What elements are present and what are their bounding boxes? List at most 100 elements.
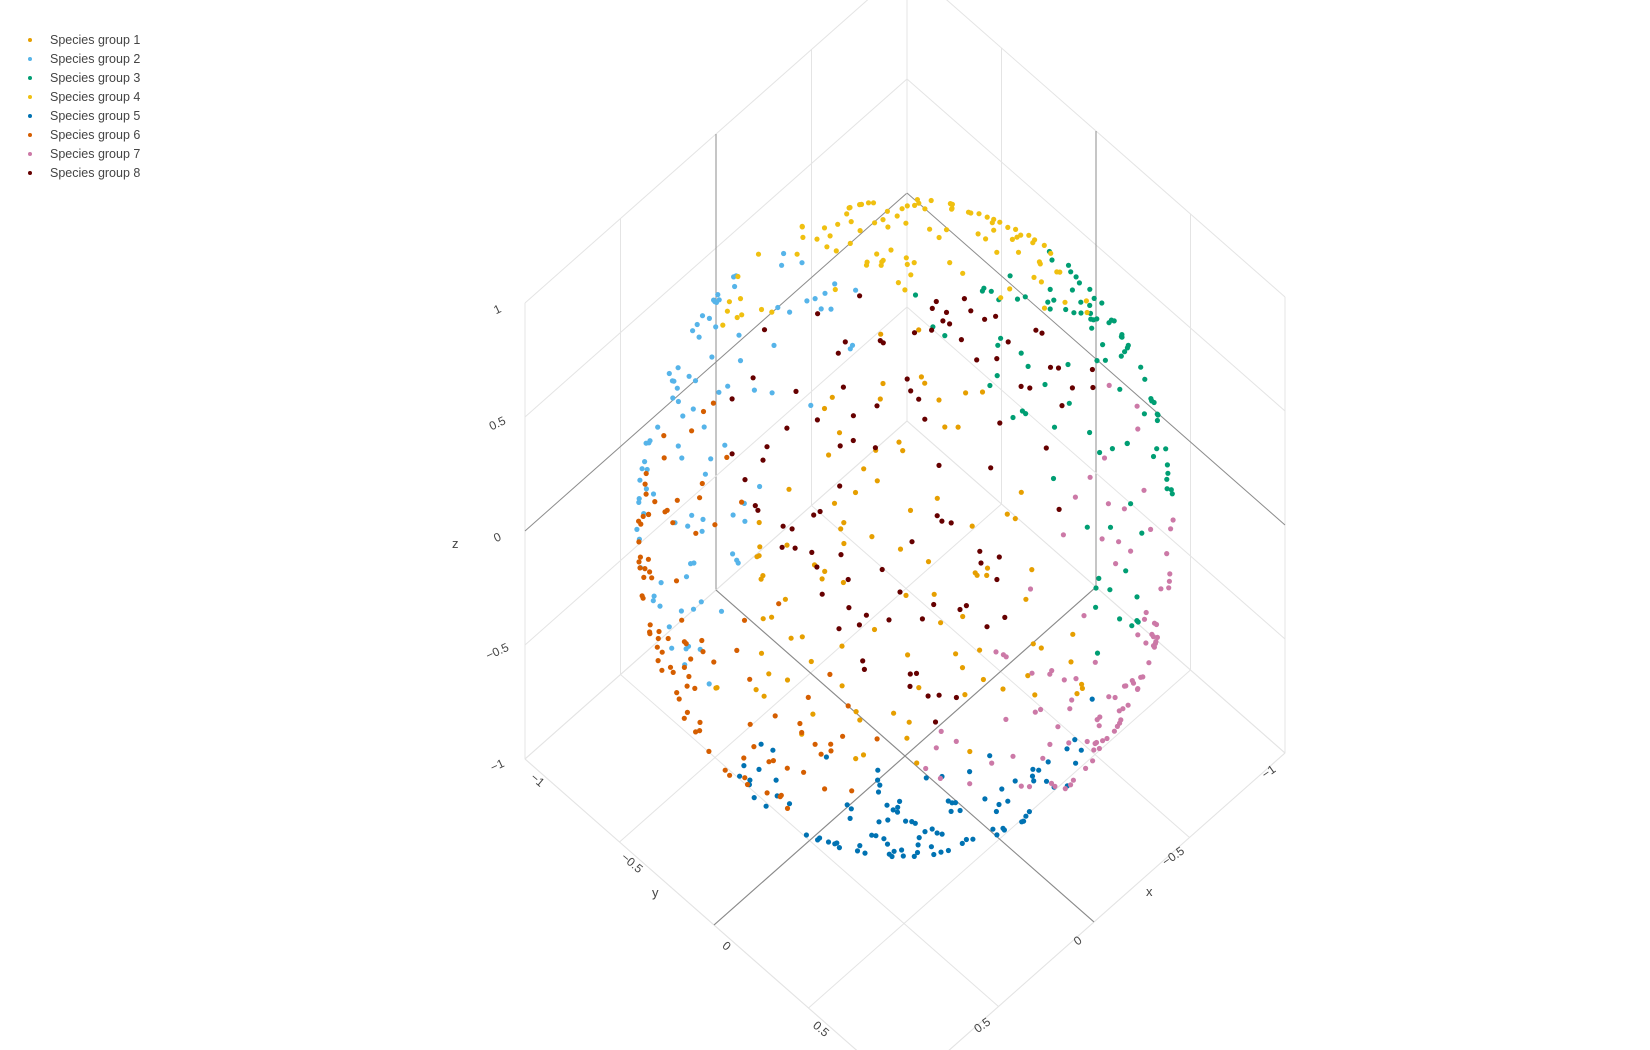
- data-point-group-6: [706, 748, 712, 755]
- data-point-group-5: [891, 848, 897, 854]
- data-point-group-8: [1043, 445, 1049, 451]
- data-point-group-1: [1023, 596, 1029, 602]
- y-tick-label: −0.5: [1159, 844, 1187, 869]
- legend-label: Species group 2: [50, 51, 141, 66]
- legend-item-1[interactable]: Species group 1: [24, 30, 140, 49]
- data-point-group-2: [639, 466, 645, 472]
- data-point-group-1: [713, 685, 719, 691]
- data-point-group-4: [872, 220, 878, 226]
- data-point-group-2: [716, 297, 722, 303]
- data-point-group-1: [1012, 516, 1018, 522]
- data-point-group-2: [751, 387, 758, 393]
- data-point-group-8: [897, 589, 903, 595]
- ticks-layer: −1 −0.5 0 0.5 −1 −0.5 0 0.5 −1 −0.5 0 0.5 1: [484, 301, 1279, 1039]
- data-point-group-7: [1083, 765, 1089, 772]
- data-point-group-1: [769, 614, 775, 620]
- legend-item-4[interactable]: Species group 4: [24, 87, 140, 106]
- data-point-group-1: [857, 717, 863, 723]
- data-point-group-3: [1097, 449, 1103, 456]
- data-point-group-8: [752, 503, 758, 509]
- data-point-group-5: [889, 853, 895, 860]
- data-point-group-6: [640, 513, 646, 520]
- data-point-group-3: [1069, 287, 1075, 293]
- data-point-group-4: [997, 219, 1003, 225]
- data-point-group-2: [700, 516, 706, 523]
- data-point-group-6: [845, 703, 851, 709]
- data-point-group-7: [1166, 578, 1172, 584]
- data-point-group-6: [679, 617, 685, 623]
- data-point-group-8: [984, 624, 990, 630]
- data-point-group-6: [689, 428, 695, 434]
- legend-marker-icon: [28, 37, 32, 42]
- data-point-group-3: [1129, 623, 1135, 629]
- data-point-group-6: [711, 659, 717, 665]
- data-point-group-4: [911, 260, 917, 266]
- data-point-group-8: [968, 308, 974, 314]
- legend-item-5[interactable]: Species group 5: [24, 106, 140, 125]
- data-point-group-3: [1025, 363, 1031, 369]
- data-point-group-4: [885, 224, 891, 230]
- data-point-group-8: [861, 666, 868, 673]
- data-point-group-6: [700, 649, 706, 655]
- legend-item-8[interactable]: Species group 8: [24, 163, 140, 182]
- data-point-group-6: [647, 569, 653, 575]
- data-point-group-3: [998, 335, 1004, 341]
- data-point-group-4: [904, 203, 910, 209]
- data-point-group-3: [1078, 310, 1084, 316]
- data-point-group-2: [634, 526, 640, 533]
- legend-item-7[interactable]: Species group 7: [24, 144, 140, 163]
- data-point-group-4: [835, 221, 841, 227]
- data-point-group-1: [942, 424, 948, 430]
- data-point-group-8: [845, 576, 851, 583]
- data-point-group-3: [1125, 342, 1131, 348]
- data-point-group-6: [665, 635, 671, 642]
- data-point-group-5: [857, 843, 863, 849]
- data-point-group-4: [799, 224, 805, 230]
- data-point-group-4: [922, 206, 928, 212]
- data-point-group-1: [766, 671, 772, 677]
- data-point-group-6: [684, 683, 690, 689]
- data-point-group-7: [937, 775, 944, 782]
- data-point-group-3: [1045, 299, 1051, 305]
- z-tick-label: 1: [491, 301, 503, 317]
- legend-item-3[interactable]: Species group 3: [24, 68, 140, 87]
- data-point-group-7: [1154, 634, 1160, 641]
- data-point-group-4: [936, 234, 942, 241]
- data-point-group-6: [647, 629, 653, 635]
- data-point-group-5: [993, 808, 1000, 815]
- data-point-group-2: [686, 373, 692, 379]
- data-point-group-1: [853, 756, 859, 762]
- data-point-group-7: [1153, 639, 1159, 645]
- data-point-group-8: [997, 420, 1003, 426]
- data-point-group-7: [1164, 551, 1170, 557]
- data-point-group-1: [960, 613, 966, 620]
- data-point-group-7: [1055, 724, 1061, 730]
- data-point-group-4: [758, 306, 765, 313]
- data-point-group-1: [907, 507, 914, 513]
- data-point-group-5: [1089, 696, 1095, 702]
- data-point-group-6: [683, 641, 689, 647]
- data-point-group-4: [857, 202, 863, 208]
- data-point-group-2: [699, 313, 706, 319]
- data-point-group-8: [1059, 403, 1065, 409]
- data-point-group-2: [832, 281, 838, 287]
- data-point-group-3: [1089, 325, 1095, 331]
- data-point-group-5: [770, 747, 776, 753]
- data-point-group-7: [1116, 708, 1122, 714]
- legend-item-6[interactable]: Species group 6: [24, 125, 140, 144]
- data-point-group-6: [734, 647, 740, 654]
- data-point-group-7: [923, 765, 929, 772]
- data-point-group-2: [718, 608, 725, 614]
- data-point-group-6: [643, 491, 649, 497]
- data-point-group-2: [818, 306, 824, 312]
- data-point-group-2: [709, 354, 715, 360]
- legend-item-2[interactable]: Species group 2: [24, 49, 140, 68]
- data-point-group-7: [1146, 660, 1152, 666]
- data-point-group-6: [684, 709, 691, 716]
- data-point-group-8: [929, 327, 935, 333]
- data-point-group-8: [933, 298, 939, 305]
- data-point-group-2: [637, 477, 643, 483]
- data-point-group-7: [1167, 571, 1173, 577]
- data-point-group-5: [747, 777, 753, 783]
